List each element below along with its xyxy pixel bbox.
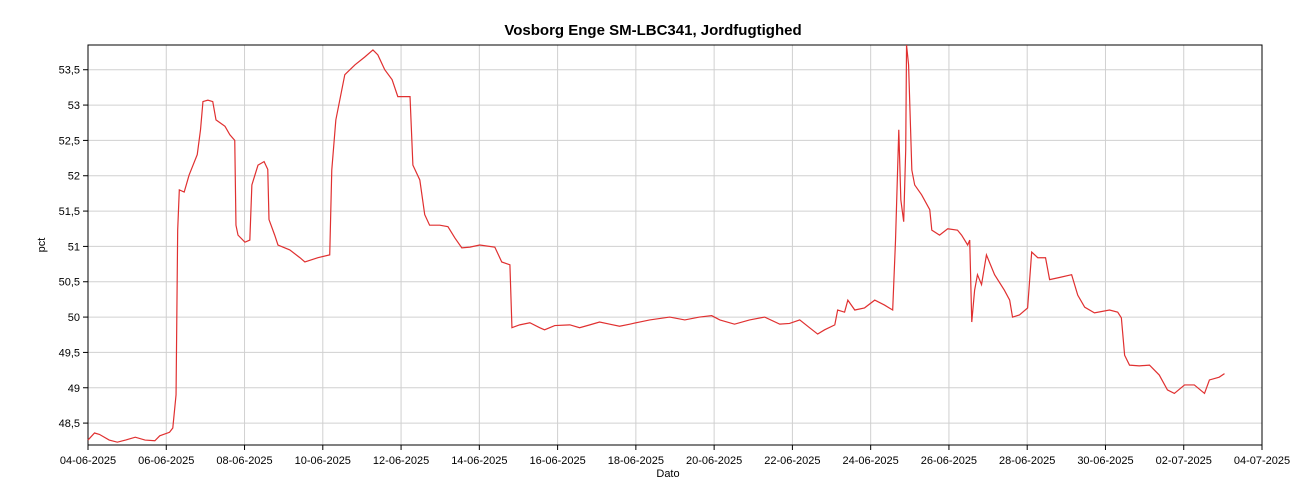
y-tick-label: 51,5 (59, 206, 80, 218)
x-tick-label: 14-06-2025 (451, 455, 507, 467)
y-tick-label: 48,5 (59, 418, 80, 430)
y-tick-label: 53 (68, 100, 80, 112)
y-tick-label: 53,5 (59, 65, 80, 77)
x-tick-label: 20-06-2025 (686, 455, 742, 467)
x-tick-label: 18-06-2025 (608, 455, 664, 467)
y-tick-label: 49,5 (59, 347, 80, 359)
y-tick-label: 50,5 (59, 277, 80, 289)
x-tick-label: 22-06-2025 (764, 455, 820, 467)
x-axis-label: Dato (656, 468, 679, 480)
y-tick-label: 51 (68, 241, 80, 253)
x-tick-label: 24-06-2025 (843, 455, 899, 467)
y-tick-label: 52,5 (59, 135, 80, 147)
x-tick-label: 26-06-2025 (921, 455, 977, 467)
y-tick-label: 49 (68, 383, 80, 395)
x-tick-label: 28-06-2025 (999, 455, 1055, 467)
x-tick-label: 12-06-2025 (373, 455, 429, 467)
y-tick-label: 50 (68, 312, 80, 324)
x-tick-label: 08-06-2025 (216, 455, 272, 467)
y-axis-label: pct (36, 238, 48, 253)
x-tick-label: 16-06-2025 (529, 455, 585, 467)
x-tick-label: 04-07-2025 (1234, 455, 1290, 467)
x-tick-label: 02-07-2025 (1156, 455, 1212, 467)
y-tick-label: 52 (68, 171, 80, 183)
x-tick-label: 04-06-2025 (60, 455, 116, 467)
x-tick-label: 30-06-2025 (1077, 455, 1133, 467)
data-line (87, 44, 1225, 443)
chart-title: Vosborg Enge SM-LBC341, Jordfugtighed (504, 22, 801, 39)
x-tick-label: 06-06-2025 (138, 455, 194, 467)
plot-frame (87, 44, 1263, 446)
x-tick-label: 10-06-2025 (295, 455, 351, 467)
